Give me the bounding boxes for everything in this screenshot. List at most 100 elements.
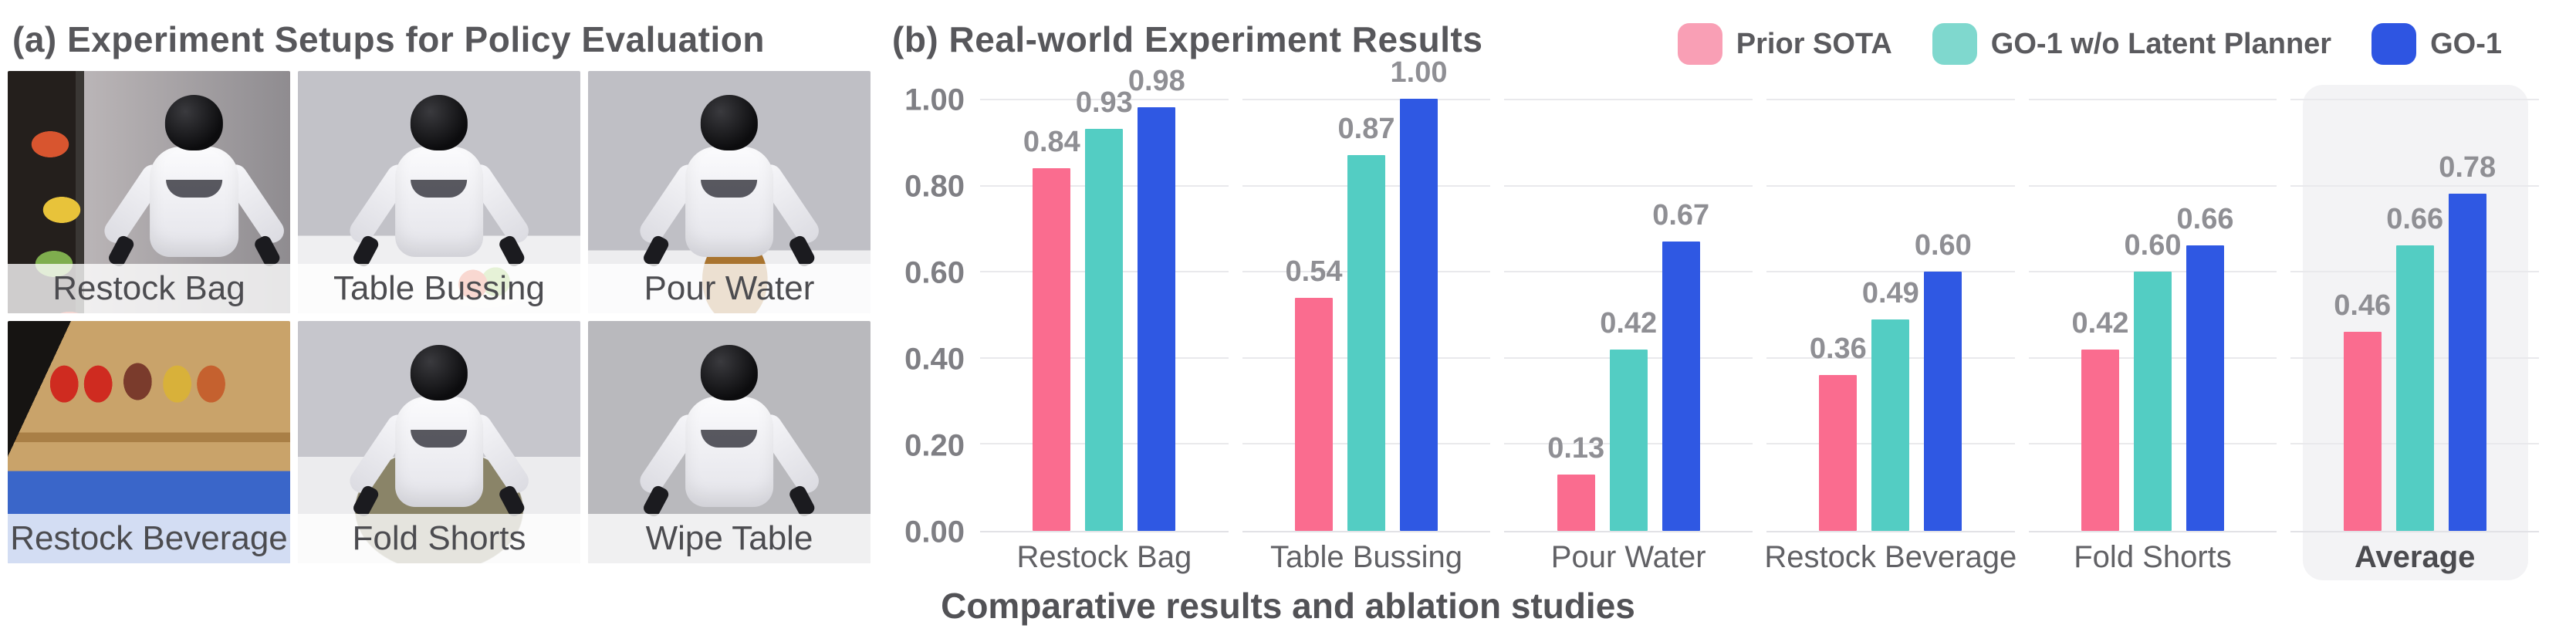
facet-pour-water: 0.13 0.42 0.67 Pour Water <box>1504 99 1753 574</box>
photo-caption: Table Bussing <box>298 264 580 313</box>
bar-go-1: 1.00 <box>1391 56 1447 531</box>
bar-value-label: 0.54 <box>1285 255 1343 288</box>
photo-caption: Wipe Table <box>588 514 870 563</box>
bar-group: 0.46 0.66 0.78 <box>2290 151 2539 531</box>
x-axis-label-pour-water: Pour Water <box>1550 540 1706 574</box>
y-tick-0.40: 0.40 <box>904 342 965 377</box>
facet-restock-bag: 0.84 0.93 0.98 Restock Bag <box>980 65 1229 574</box>
bar-value-label: 0.87 <box>1337 113 1395 145</box>
bar-prior-sota: 0.36 <box>1810 333 1867 531</box>
photo-caption: Restock Beverage <box>8 514 290 563</box>
left-panel-title: (a) Experiment Setups for Policy Evaluat… <box>12 19 765 59</box>
photo-fold-shorts: Fold Shorts <box>298 321 580 563</box>
bar-value-label: 0.78 <box>2439 151 2497 184</box>
x-axis-label-average: Average <box>2354 540 2476 574</box>
bar-value-label: 0.66 <box>2386 203 2444 235</box>
robot-torso <box>685 396 774 508</box>
bar-go-1-w-o-latent-planner: 0.60 <box>2125 229 2182 531</box>
gridline <box>1242 99 1491 100</box>
robot-head <box>410 345 468 401</box>
robot-illustration <box>634 345 824 558</box>
robot-torso <box>394 396 484 508</box>
y-tick-0.20: 0.20 <box>904 428 965 463</box>
facet-table-bussing: 0.54 0.87 1.00 Table Bussing <box>1242 56 1491 574</box>
photo-grid: Restock Bag Table Bussing Pour Water Restoc… <box>8 71 870 563</box>
facet-fold-shorts: 0.42 0.60 0.66 Fold Shorts <box>2028 99 2277 574</box>
gridline <box>2290 184 2540 187</box>
bar-value-label: 0.36 <box>1809 333 1867 365</box>
legend-item-go-1-w-o-latent-planner: GO-1 w/o Latent Planner <box>1932 23 2331 65</box>
bar-value-label: 0.49 <box>1861 277 1919 309</box>
legend-swatch <box>2371 23 2417 65</box>
y-tick-0.00: 0.00 <box>904 515 965 549</box>
legend-label: GO-1 w/o Latent Planner <box>1990 27 2332 60</box>
photo-restock-bag: Restock Bag <box>8 71 290 313</box>
bar-go-1: 0.78 <box>2439 151 2496 531</box>
bar-value-label: 0.93 <box>1075 86 1133 119</box>
robot-illustration <box>344 345 534 558</box>
gridline <box>1766 184 2015 187</box>
bar-value-label: 0.84 <box>1023 126 1080 158</box>
bar-value-label: 0.60 <box>2124 229 2182 262</box>
robot-torso <box>394 146 484 258</box>
bar-go-1-w-o-latent-planner: 0.66 <box>2386 203 2443 531</box>
gridline <box>1504 271 1753 273</box>
legend-label: GO-1 <box>2430 27 2502 60</box>
bar-prior-sota: 0.42 <box>2072 307 2129 531</box>
photo-restock-beverage: Restock Beverage <box>8 321 290 563</box>
bar-value-label: 0.13 <box>1547 432 1605 465</box>
bar-prior-sota: 0.13 <box>1547 432 1604 531</box>
bar-value-label: 0.98 <box>1127 65 1185 97</box>
gridline <box>1766 99 2015 100</box>
robot-head <box>410 95 468 151</box>
bar-prior-sota: 0.54 <box>1286 255 1342 531</box>
robot-illustration <box>100 95 289 308</box>
x-axis-label-restock-bag: Restock Bag <box>1016 540 1192 574</box>
robot-head <box>165 95 223 151</box>
legend-swatch <box>1932 23 1977 65</box>
photo-table-bussing: Table Bussing <box>298 71 580 313</box>
bar-value-label: 1.00 <box>1390 56 1448 89</box>
y-axis-ticks: 1.00 0.80 0.60 0.40 0.20 0.00 <box>872 83 965 549</box>
gridline <box>1766 271 2015 273</box>
photo-caption: Fold Shorts <box>298 514 580 563</box>
bar-value-label: 0.42 <box>1600 307 1658 340</box>
legend-item-prior-sota: Prior SOTA <box>1677 23 1892 65</box>
x-axis-label-table-bussing: Table Bussing <box>1269 540 1463 574</box>
bar-group: 0.42 0.60 0.66 <box>2029 203 2277 531</box>
bar-value-label: 0.66 <box>2176 203 2234 235</box>
gridline <box>2028 99 2277 100</box>
facet-average: 0.46 0.66 0.78 Average <box>2290 99 2540 574</box>
bar-go-1: 0.67 <box>1652 199 1709 531</box>
bar-value-label: 0.46 <box>2334 289 2392 322</box>
figure-caption: Comparative results and ablation studies <box>941 586 1635 626</box>
bar-go-1: 0.60 <box>1915 229 1972 531</box>
bar-go-1-w-o-latent-planner: 0.93 <box>1076 86 1133 531</box>
bar-group: 0.84 0.93 0.98 <box>980 65 1229 531</box>
facet-restock-beverage: 0.36 0.49 0.60 Restock Beverage <box>1764 99 2017 574</box>
photo-wipe-table: Wipe Table <box>588 321 870 563</box>
bar-value-label: 0.60 <box>1914 229 1972 262</box>
bar-value-label: 0.67 <box>1652 199 1710 231</box>
y-tick-0.60: 0.60 <box>904 255 965 290</box>
photo-caption: Pour Water <box>588 264 870 313</box>
legend-label: Prior SOTA <box>1736 27 1892 60</box>
bar-chart-plot: 0.84 0.93 0.98 Restock Bag 0.54 0.87 1.00 Table… <box>980 56 2540 574</box>
legend-item-go-1: GO-1 <box>2371 23 2502 65</box>
robot-torso <box>150 146 238 258</box>
bar-go-1: 0.98 <box>1128 65 1185 531</box>
gridline <box>1504 99 1753 100</box>
bar-group: 0.36 0.49 0.60 <box>1766 229 2015 531</box>
y-tick-1.00: 1.00 <box>904 83 965 117</box>
bar-prior-sota: 0.84 <box>1023 126 1080 531</box>
robot-illustration <box>634 95 824 308</box>
y-tick-0.80: 0.80 <box>904 169 965 204</box>
robot-head <box>700 95 759 151</box>
gridline <box>2028 184 2277 187</box>
bar-go-1-w-o-latent-planner: 0.49 <box>1862 277 1919 531</box>
gridline <box>980 99 1229 100</box>
bar-group: 0.54 0.87 1.00 <box>1242 56 1491 531</box>
bar-prior-sota: 0.46 <box>2334 289 2391 531</box>
chart-title: (b) Real-world Experiment Results <box>892 19 1483 59</box>
